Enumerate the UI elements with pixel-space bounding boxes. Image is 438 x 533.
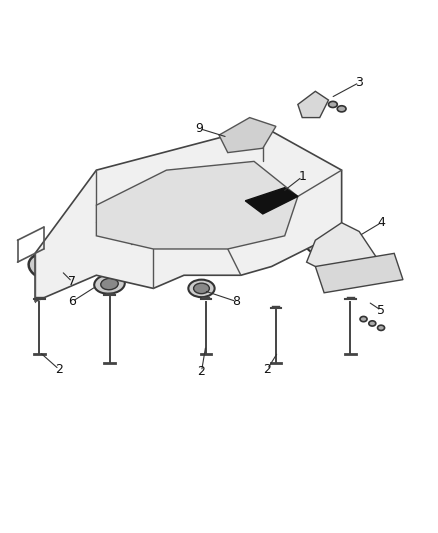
Ellipse shape	[28, 253, 68, 280]
Text: 3: 3	[355, 76, 363, 89]
Ellipse shape	[360, 317, 367, 322]
Polygon shape	[219, 118, 276, 152]
Ellipse shape	[369, 321, 376, 326]
Text: 2: 2	[55, 363, 63, 376]
Ellipse shape	[337, 106, 346, 112]
Text: 7: 7	[68, 276, 76, 288]
Ellipse shape	[188, 280, 215, 297]
Polygon shape	[315, 253, 403, 293]
Text: 2: 2	[198, 365, 205, 378]
Polygon shape	[307, 223, 377, 275]
Text: 1: 1	[298, 170, 306, 183]
Ellipse shape	[312, 239, 328, 251]
Ellipse shape	[94, 274, 125, 294]
Ellipse shape	[306, 235, 334, 254]
Ellipse shape	[194, 283, 209, 294]
Text: 6: 6	[68, 295, 76, 308]
Text: 8: 8	[233, 295, 240, 308]
Ellipse shape	[101, 278, 118, 290]
Text: 2: 2	[263, 363, 271, 376]
Polygon shape	[245, 188, 298, 214]
Ellipse shape	[36, 259, 60, 274]
Polygon shape	[298, 91, 328, 118]
Text: 9: 9	[195, 122, 203, 135]
Text: 4: 4	[377, 216, 385, 229]
Text: 5: 5	[377, 304, 385, 317]
Polygon shape	[35, 126, 342, 302]
Ellipse shape	[378, 325, 385, 330]
Polygon shape	[96, 161, 298, 249]
Ellipse shape	[328, 101, 337, 108]
